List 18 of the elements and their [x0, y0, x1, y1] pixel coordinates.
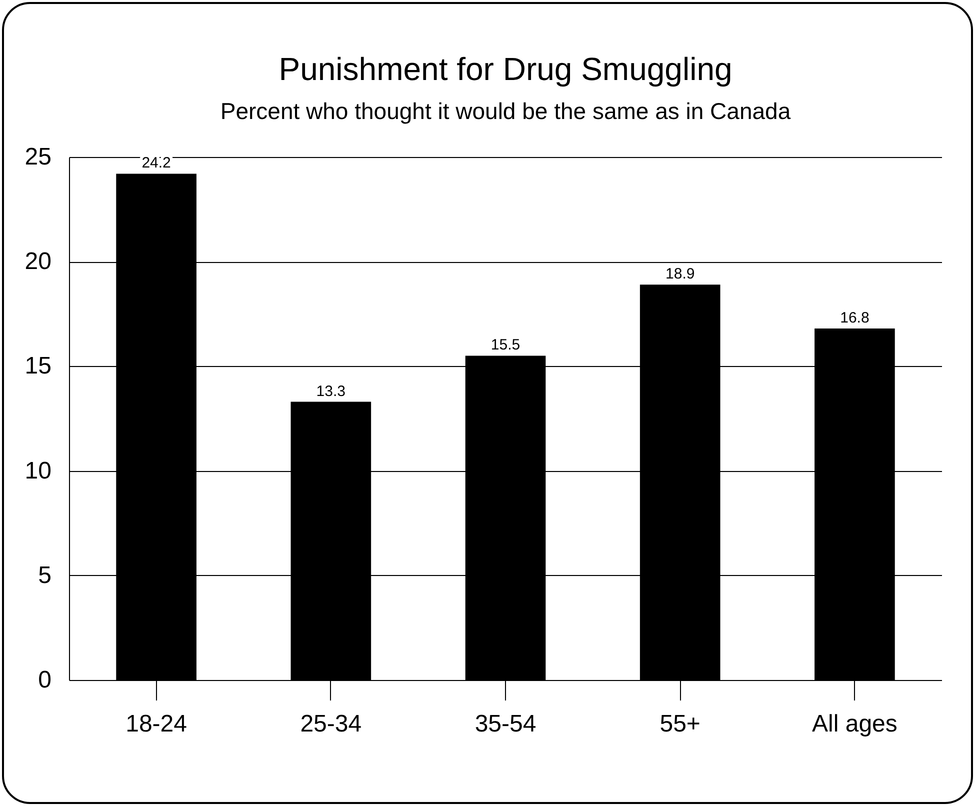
chart-subtitle: Percent who thought it would be the same as in Canada	[220, 98, 791, 124]
data-label: 18.9	[666, 266, 695, 283]
x-tick-label: 35-54	[474, 710, 536, 738]
x-tick-label: 55+	[660, 710, 700, 738]
chart-title: Punishment for Drug Smuggling	[278, 51, 732, 87]
x-tick-label: 18-24	[126, 710, 187, 738]
y-tick-label: 0	[38, 666, 52, 694]
y-tick-label: 5	[38, 562, 52, 589]
data-label: 24.2	[142, 154, 171, 172]
y-tick-label: 15	[24, 352, 52, 380]
data-label: 16.8	[840, 310, 870, 327]
data-label: 15.5	[490, 336, 520, 354]
y-tick-label: 20	[24, 248, 52, 276]
y-tick-label: 25	[24, 144, 52, 170]
y-tick-label: 10	[24, 457, 52, 484]
x-tick-label: 25-34	[300, 710, 362, 738]
data-label: 13.3	[316, 382, 346, 400]
x-tick-label: All ages	[812, 710, 898, 738]
